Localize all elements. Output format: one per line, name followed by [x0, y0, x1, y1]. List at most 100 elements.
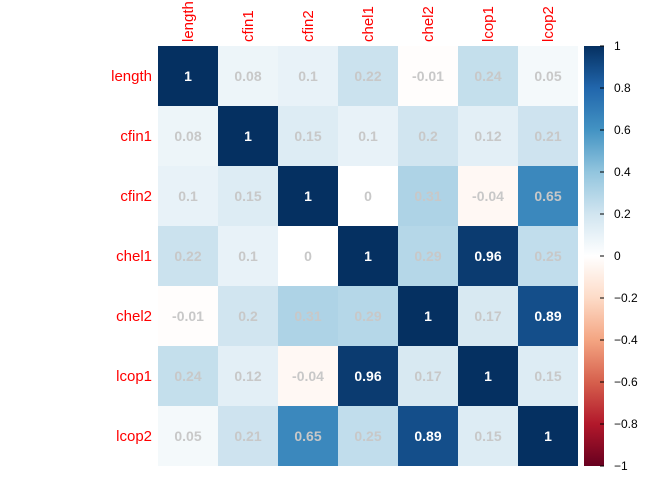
- cell-value-chel2-chel2: 1: [424, 308, 432, 324]
- heatmap-cell-length-chel2: [398, 46, 458, 106]
- cell-value-cfin2-lcop1: -0.04: [472, 188, 504, 204]
- heatmap-cell-lcop2-chel1: [338, 406, 398, 466]
- heatmap-cell-chel1-length: [158, 226, 218, 286]
- cell-value-lcop1-chel2: 0.17: [414, 368, 441, 384]
- heatmap-cell-length-lcop2: [518, 46, 578, 106]
- cell-value-cfin1-cfin1: 1: [244, 128, 252, 144]
- column-label-chel2: chel2: [420, 6, 437, 42]
- row-labels: length cfin1 cfin2 chel1 chel2 lcop1 lcop2: [111, 68, 152, 445]
- row-label-lcop2: lcop2: [116, 428, 152, 445]
- cell-value-cfin2-chel1: 0: [364, 188, 372, 204]
- cell-value-lcop1-lcop2: 0.15: [534, 368, 561, 384]
- heatmap-cell-cfin1-cfin2: [278, 106, 338, 166]
- cell-value-cfin2-lcop2: 0.65: [534, 188, 561, 204]
- heatmap-cell-lcop1-cfin2: [278, 346, 338, 406]
- heatmap-cell-chel2-cfin2: [278, 286, 338, 346]
- cell-value-cfin1-length: 0.08: [174, 128, 201, 144]
- cell-value-chel1-length: 0.22: [174, 248, 201, 264]
- cell-value-chel2-lcop2: 0.89: [534, 308, 561, 324]
- cell-value-lcop1-chel1: 0.96: [354, 368, 381, 384]
- column-label-cfin2: cfin2: [300, 10, 317, 42]
- column-label-lcop1: lcop1: [480, 6, 497, 42]
- cell-value-length-chel1: 0.22: [354, 68, 381, 84]
- column-label-length: length: [180, 1, 197, 42]
- heatmap-cell-cfin1-length: [158, 106, 218, 166]
- heatmap-cell-chel1-cfin1: [218, 226, 278, 286]
- heatmap-cell-chel1-lcop2: [518, 226, 578, 286]
- cell-value-chel1-lcop1: 0.96: [474, 248, 501, 264]
- colorbar-tick-label: 0.4: [614, 165, 631, 179]
- heatmap-cell-lcop1-chel1: [338, 346, 398, 406]
- cell-value-lcop2-lcop1: 0.15: [474, 428, 501, 444]
- heatmap-cell-cfin2-lcop1: [458, 166, 518, 226]
- cell-value-cfin2-chel2: 0.31: [414, 188, 441, 204]
- cell-value-chel2-cfin2: 0.31: [294, 308, 321, 324]
- row-label-cfin1: cfin1: [120, 128, 152, 145]
- heatmap-cell-length-cfin1: [218, 46, 278, 106]
- cell-value-chel1-lcop2: 0.25: [534, 248, 561, 264]
- heatmap-cell-cfin1-lcop2: [518, 106, 578, 166]
- heatmap-cell-cfin1-cfin1: [218, 106, 278, 166]
- heatmap-cell-length-length: [158, 46, 218, 106]
- cell-value-lcop1-length: 0.24: [174, 368, 201, 384]
- colorbar-tick-label: 0.8: [614, 81, 631, 95]
- cell-value-chel2-lcop1: 0.17: [474, 308, 501, 324]
- cell-value-chel2-chel1: 0.29: [354, 308, 381, 324]
- cell-value-chel1-chel1: 1: [364, 248, 372, 264]
- heatmap-cell-cfin1-chel2: [398, 106, 458, 166]
- heatmap-cell-lcop2-lcop2: [518, 406, 578, 466]
- cell-value-length-cfin1: 0.08: [234, 68, 261, 84]
- heatmap-cell-chel2-lcop1: [458, 286, 518, 346]
- heatmap-cell-lcop2-cfin2: [278, 406, 338, 466]
- cell-value-cfin2-length: 0.1: [178, 188, 198, 204]
- cell-value-lcop1-lcop1: 1: [484, 368, 492, 384]
- heatmap-cell-lcop1-length: [158, 346, 218, 406]
- cell-value-lcop2-cfin1: 0.21: [234, 428, 261, 444]
- cell-value-cfin1-chel1: 0.1: [358, 128, 378, 144]
- colorbar-tick-label: −0.2: [614, 291, 638, 305]
- heatmap-cell-chel2-lcop2: [518, 286, 578, 346]
- heatmap-cell-cfin2-length: [158, 166, 218, 226]
- heatmap-cell-cfin1-chel1: [338, 106, 398, 166]
- heatmap-cell-length-cfin2: [278, 46, 338, 106]
- heatmap-cell-cfin2-chel1: [338, 166, 398, 226]
- heatmap-cell-chel1-lcop1: [458, 226, 518, 286]
- colorbar-tick-label: −0.8: [614, 417, 638, 431]
- heatmap-cell-lcop2-length: [158, 406, 218, 466]
- cell-value-lcop2-lcop2: 1: [544, 428, 552, 444]
- cell-value-chel1-cfin1: 0.1: [238, 248, 258, 264]
- heatmap-cell-chel2-cfin1: [218, 286, 278, 346]
- heatmap-cell-lcop1-lcop1: [458, 346, 518, 406]
- heatmap-cell-chel1-chel2: [398, 226, 458, 286]
- cell-value-lcop2-length: 0.05: [174, 428, 201, 444]
- cell-value-lcop1-cfin2: -0.04: [292, 368, 324, 384]
- cell-value-cfin1-lcop1: 0.12: [474, 128, 501, 144]
- heatmap-cell-lcop1-lcop2: [518, 346, 578, 406]
- cell-value-cfin1-cfin2: 0.15: [294, 128, 321, 144]
- heatmap-cell-length-lcop1: [458, 46, 518, 106]
- column-labels: length cfin1 cfin2 chel1 chel2 lcop1 lcop2: [180, 1, 557, 42]
- cell-value-length-lcop1: 0.24: [474, 68, 501, 84]
- colorbar-tick-label: −0.4: [614, 333, 638, 347]
- colorbar-tick-label: 0.2: [614, 207, 631, 221]
- cell-value-chel1-cfin2: 0: [304, 248, 312, 264]
- column-label-lcop2: lcop2: [540, 6, 557, 42]
- cell-value-length-lcop2: 0.05: [534, 68, 561, 84]
- heatmap-cell-cfin2-lcop2: [518, 166, 578, 226]
- column-label-chel1: chel1: [360, 6, 377, 42]
- cell-value-chel2-length: -0.01: [172, 308, 204, 324]
- heatmap-cell-lcop1-cfin1: [218, 346, 278, 406]
- heatmap-cell-cfin1-lcop1: [458, 106, 518, 166]
- cell-value-cfin2-cfin1: 0.15: [234, 188, 261, 204]
- heatmap-cell-chel2-chel1: [338, 286, 398, 346]
- colorbar-tick-label: 1: [614, 39, 621, 53]
- heatmap-cell-chel2-length: [158, 286, 218, 346]
- cell-value-lcop1-cfin1: 0.12: [234, 368, 261, 384]
- heatmap-cell-lcop2-lcop1: [458, 406, 518, 466]
- cell-value-length-chel2: -0.01: [412, 68, 444, 84]
- cell-value-length-length: 1: [184, 68, 192, 84]
- heatmap-cell-length-chel1: [338, 46, 398, 106]
- heatmap-cell-cfin2-cfin2: [278, 166, 338, 226]
- cell-value-cfin2-cfin2: 1: [304, 188, 312, 204]
